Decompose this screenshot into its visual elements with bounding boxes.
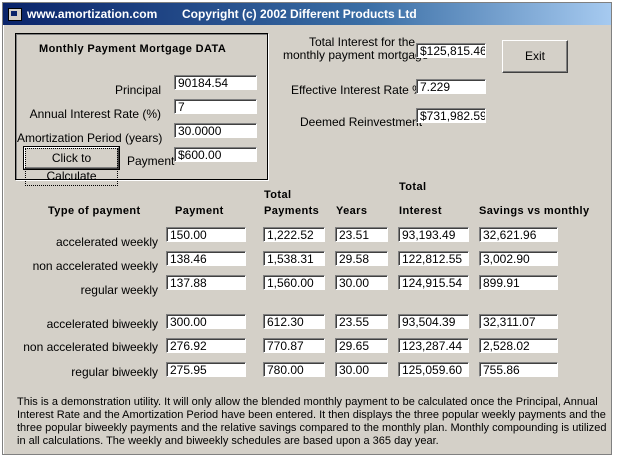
total-interest-label-line1: Total Interest for the [309,35,416,49]
cell-years[interactable]: 29.65 [335,338,388,353]
rate-label: Annual Interest Rate (%) [29,107,161,121]
calculate-button[interactable]: Click to Calculate [23,146,120,186]
cell-years[interactable]: 23.51 [335,227,388,242]
header-total-payments-line1: Total [264,189,292,201]
total-interest-output[interactable]: $125,815.46 [416,43,486,58]
payment-output[interactable]: $600.00 [174,147,257,162]
header-total-interest-line2: Interest [399,205,442,217]
effective-rate-output[interactable]: 7.229 [416,79,486,94]
cell-payment[interactable]: 150.00 [166,227,246,242]
row-label-non-accelerated-weekly: non accelerated weekly [32,259,158,273]
cell-payment[interactable]: 137.88 [166,275,246,290]
row-label-accelerated-biweekly: accelerated biweekly [46,317,158,331]
row-label-regular-biweekly: regular biweekly [71,365,158,379]
cell-payment[interactable]: 138.46 [166,251,246,266]
row-label-non-accelerated-biweekly: non accelerated biweekly [23,340,158,354]
cell-total-payments[interactable]: 1,560.00 [263,275,325,290]
principal-label: Principal [114,83,161,97]
cell-payment[interactable]: 276.92 [166,338,246,353]
row-label-regular-weekly: regular weekly [80,283,158,297]
exit-button[interactable]: Exit [502,40,568,73]
rate-input[interactable]: 7 [174,99,257,114]
cell-payment[interactable]: 300.00 [166,314,246,329]
cell-payment[interactable]: 275.95 [166,362,246,377]
cell-total-payments[interactable]: 780.00 [263,362,325,377]
mortgage-data-frame [15,33,268,180]
cell-savings[interactable]: 755.86 [479,362,558,377]
header-total-interest-line1: Total [399,181,427,193]
cell-interest[interactable]: 93,504.39 [398,314,469,329]
cell-interest[interactable]: 125,059.60 [398,362,469,377]
exit-button-label: Exit [524,49,545,63]
total-interest-label-line2: monthly payment mortgage [283,48,429,62]
cell-interest[interactable]: 93,193.49 [398,227,469,242]
cell-interest[interactable]: 122,812.55 [398,251,469,266]
cell-total-payments[interactable]: 612.30 [263,314,325,329]
app-window: www.amortization.com Copyright (c) 2002 … [2,2,612,455]
header-savings: Savings vs monthly [479,205,590,217]
mortgage-heading: Monthly Payment Mortgage DATA [39,43,227,55]
window-copyright-title: Copyright (c) 2002 Different Products Lt… [182,7,417,21]
deemed-reinvestment-label: Deemed Reinvestment [300,115,423,129]
cell-years[interactable]: 30.00 [335,275,388,290]
payment-label: Payment [127,154,175,168]
cell-years[interactable]: 23.55 [335,314,388,329]
cell-total-payments[interactable]: 770.87 [263,338,325,353]
cell-years[interactable]: 29.58 [335,251,388,266]
principal-input[interactable]: 90184.54 [174,75,257,90]
calculate-button-label: Click to Calculate [25,148,118,186]
app-icon[interactable] [8,8,22,21]
window-url-title: www.amortization.com [27,7,158,21]
description-note: This is a demonstration utility. It will… [17,396,607,447]
cell-total-payments[interactable]: 1,222.52 [263,227,325,242]
cell-interest[interactable]: 123,287.44 [398,338,469,353]
period-label: Amortization Period (years) [17,131,163,145]
deemed-reinvestment-output[interactable]: $731,982.59 [416,108,486,123]
title-bar[interactable]: www.amortization.com Copyright (c) 2002 … [3,3,611,25]
cell-years[interactable]: 30.00 [335,362,388,377]
header-total-payments-line2: Payments [264,205,320,217]
cell-savings[interactable]: 3,002.90 [479,251,558,266]
cell-interest[interactable]: 124,915.54 [398,275,469,290]
effective-rate-label: Effective Interest Rate % [291,83,423,97]
row-label-accelerated-weekly: accelerated weekly [55,235,158,249]
header-payment: Payment [175,205,224,217]
cell-savings[interactable]: 899.91 [479,275,558,290]
cell-total-payments[interactable]: 1,538.31 [263,251,325,266]
header-years: Years [336,205,368,217]
cell-savings[interactable]: 32,621.96 [479,227,558,242]
cell-savings[interactable]: 32,311.07 [479,314,558,329]
header-type-of-payment: Type of payment [48,205,141,217]
period-input[interactable]: 30.0000 [174,123,257,138]
cell-savings[interactable]: 2,528.02 [479,338,558,353]
